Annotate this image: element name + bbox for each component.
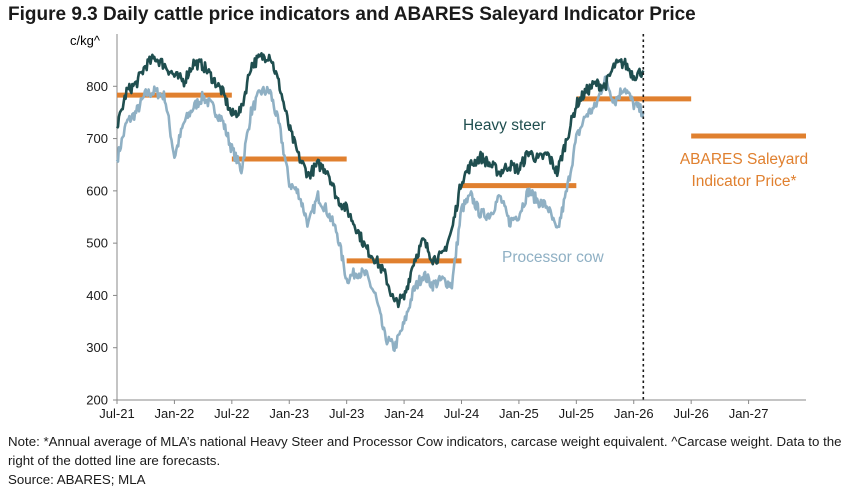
y-tick-label: 500 [86, 236, 108, 251]
y-tick-label: 700 [86, 131, 108, 146]
x-tick-label: Jan-23 [269, 406, 309, 421]
processor-cow-line [115, 75, 645, 352]
x-tick-label: Jul-25 [559, 406, 594, 421]
price-chart: 200 300 400 500 600 700 800 Jul-21 Jan-22 Jul-22 J… [70, 33, 808, 421]
heavy-steer-label: Heavy steer [463, 117, 546, 134]
x-tick-label: Jan-22 [155, 406, 195, 421]
abares-label-line2: Indicator Price* [691, 173, 796, 190]
x-tick-label: Jul-22 [214, 406, 249, 421]
x-tick-label: Jul-24 [444, 406, 479, 421]
axes: 200 300 400 500 600 700 800 Jul-21 Jan-22 Jul-22 J… [86, 34, 806, 421]
x-tick-label: Jan-26 [614, 406, 654, 421]
x-tick-label: Jul-21 [99, 406, 134, 421]
x-tick-label: Jan-24 [384, 406, 424, 421]
figure-title: Figure 9.3 Daily cattle price indicators… [8, 4, 696, 25]
series-lines [115, 52, 645, 352]
abares-price-lines [117, 92, 806, 264]
heavy-steer-line [115, 52, 645, 309]
y-tick-label: 200 [86, 393, 108, 408]
x-tick-label: Jul-26 [673, 406, 708, 421]
chart-source: Source: ABARES; MLA [8, 472, 146, 487]
y-tick-label: 800 [86, 79, 108, 94]
processor-cow-label: Processor cow [502, 249, 604, 266]
y-tick-label: 400 [86, 288, 108, 303]
x-tick-label: Jan-27 [729, 406, 769, 421]
chart-note: Note: *Annual average of MLA’s national … [8, 434, 842, 468]
y-tick-label: 600 [86, 183, 108, 198]
y-tick-label: 300 [86, 340, 108, 355]
y-axis-label: c/kg^ [70, 33, 101, 48]
abares-label-line1: ABARES Saleyard [680, 151, 808, 168]
x-tick-label: Jul-23 [329, 406, 364, 421]
x-tick-label: Jan-25 [499, 406, 539, 421]
